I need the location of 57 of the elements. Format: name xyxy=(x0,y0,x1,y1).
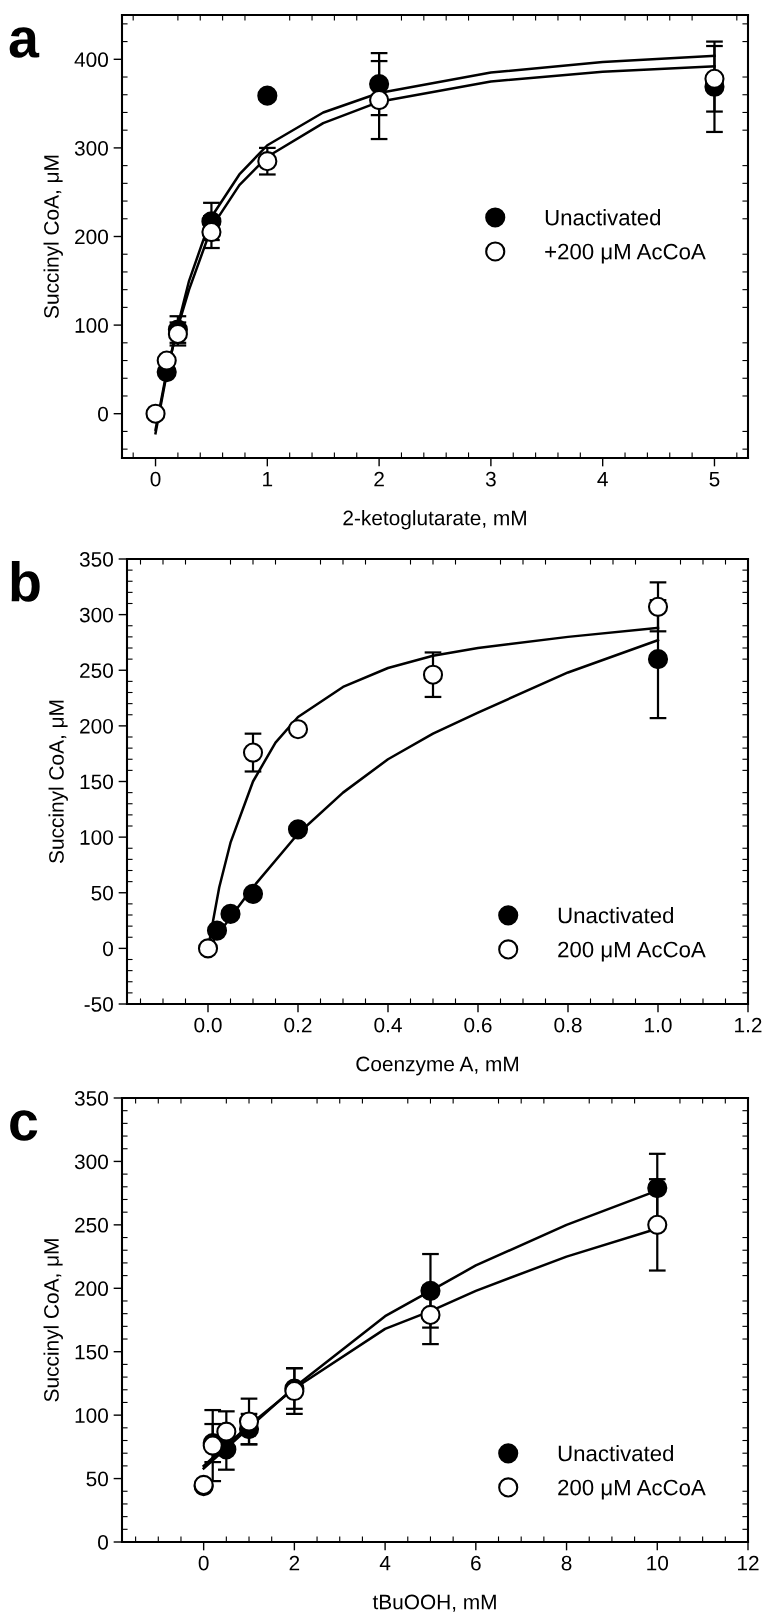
x-axis-title: Coenzyme A, mM xyxy=(356,1056,518,1076)
y-tick-label: 50 xyxy=(86,1471,108,1487)
x-tick-label: 8 xyxy=(561,1555,572,1571)
y-tick-label: 0 xyxy=(103,941,113,957)
y-tick-label: 400 xyxy=(74,52,108,68)
y-tick-label: 300 xyxy=(74,1154,108,1170)
x-tick-label: 1 xyxy=(263,471,273,487)
x-tick-label: 2 xyxy=(289,1555,300,1571)
y-tick-label: 350 xyxy=(79,552,113,567)
x-tick-label: 0.4 xyxy=(374,1017,402,1033)
x-tick-label: 0.0 xyxy=(194,1017,222,1033)
y-tick-label: 200 xyxy=(75,229,108,245)
y-tick-label: 200 xyxy=(80,718,113,734)
x-tick-label: 0 xyxy=(150,471,161,487)
y-tick-label: 100 xyxy=(80,830,113,845)
legend-label: Unactivated xyxy=(558,1445,674,1462)
text: b xyxy=(11,561,40,602)
y-tick-label: 300 xyxy=(79,607,113,623)
y-tick-label: 0 xyxy=(98,1535,108,1550)
y-tick-label: 150 xyxy=(75,1344,108,1360)
x-tick-label: 0.6 xyxy=(464,1017,492,1033)
y-tick-label: 300 xyxy=(74,140,108,156)
x-tick-label: 0 xyxy=(198,1555,209,1571)
legend-label: Unactivated xyxy=(558,907,674,924)
y-tick-label: 50 xyxy=(91,885,113,901)
text: c xyxy=(10,1110,38,1141)
y-axis-title: Succinyl CoA, μM xyxy=(43,1239,63,1402)
y-tick-label: 0 xyxy=(98,406,108,422)
y-axis-title: Succinyl CoA, μM xyxy=(43,155,63,318)
y-tick-label: 350 xyxy=(74,1091,108,1106)
x-tick-label: 6 xyxy=(471,1555,481,1571)
x-tick-label: 4 xyxy=(379,1555,391,1571)
x-tick-label: 1.2 xyxy=(735,1017,762,1033)
x-axis-title: tBuOOH, mM xyxy=(372,1594,496,1612)
y-tick-label: 150 xyxy=(80,774,113,790)
x-tick-label: 12 xyxy=(738,1555,759,1571)
x-tick-label: 1.0 xyxy=(645,1017,672,1033)
legend-label: 200 μM AcCoA xyxy=(558,1479,706,1500)
x-tick-label: 0.2 xyxy=(284,1017,312,1033)
x-tick-label: 2 xyxy=(374,471,384,487)
y-tick-label: 100 xyxy=(75,318,108,333)
x-tick-label: 10 xyxy=(647,1555,669,1571)
x-tick-label: 4 xyxy=(597,471,608,487)
legend-label: Unactivated xyxy=(545,209,661,226)
y-tick-label: 200 xyxy=(75,1281,108,1297)
x-tick-label: 5 xyxy=(709,471,720,487)
y-axis-title: Succinyl CoA, μM xyxy=(48,700,68,863)
y-tick-label: 250 xyxy=(80,663,113,678)
x-tick-label: 0.8 xyxy=(554,1017,582,1033)
x-axis-title: 2-ketoglutarate, mM xyxy=(343,510,526,530)
y-tick-label: -50 xyxy=(84,997,113,1012)
text: a xyxy=(9,27,40,58)
y-tick-label: 100 xyxy=(75,1408,108,1423)
y-tick-label: 250 xyxy=(75,1217,108,1233)
legend-label: 200 μM AcCoA xyxy=(558,941,706,962)
x-tick-label: 3 xyxy=(485,471,496,487)
legend-label: +200 μM AcCoA xyxy=(545,243,706,264)
